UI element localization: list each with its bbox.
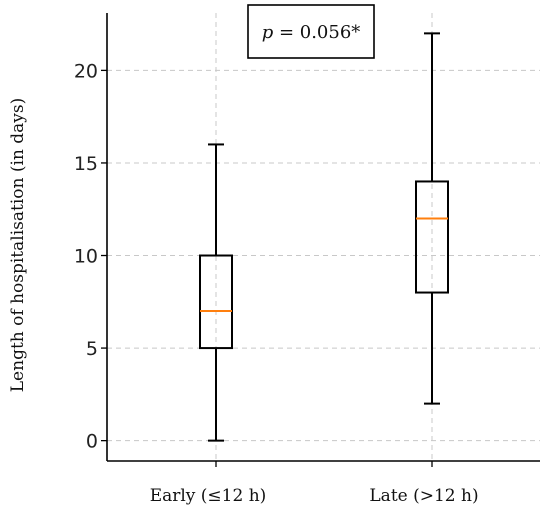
y-tick-label: 20: [74, 60, 98, 82]
y-tick-label: 5: [86, 338, 98, 360]
y-axis-title: Length of hospitalisation (in days): [8, 98, 28, 392]
grid-lines: [107, 13, 540, 461]
annotation-text: p = 0.056*: [262, 22, 361, 43]
x-tick-labels: Early (≤12 h) Late (>12 h): [150, 486, 479, 506]
iqr-box: [199, 254, 233, 350]
boxes: [199, 32, 449, 442]
y-tick-label: 0: [86, 431, 98, 453]
annotation-box: [247, 4, 375, 59]
box-group: [199, 143, 233, 442]
iqr-box: [415, 180, 449, 294]
x-tick-label: Late (>12 h): [369, 486, 478, 506]
y-ticks: 0 5 10 15 20: [74, 60, 433, 467]
p-value-text: = 0.056*: [273, 22, 360, 43]
y-tick-label: 10: [74, 246, 98, 268]
y-tick-label: 15: [74, 153, 98, 175]
p-symbol: p: [262, 22, 274, 43]
x-tick-label: Early (≤12 h): [150, 486, 267, 506]
box-group: [415, 32, 449, 405]
p-value-annotation: p = 0.056*: [247, 4, 375, 59]
axes: [106, 13, 540, 462]
